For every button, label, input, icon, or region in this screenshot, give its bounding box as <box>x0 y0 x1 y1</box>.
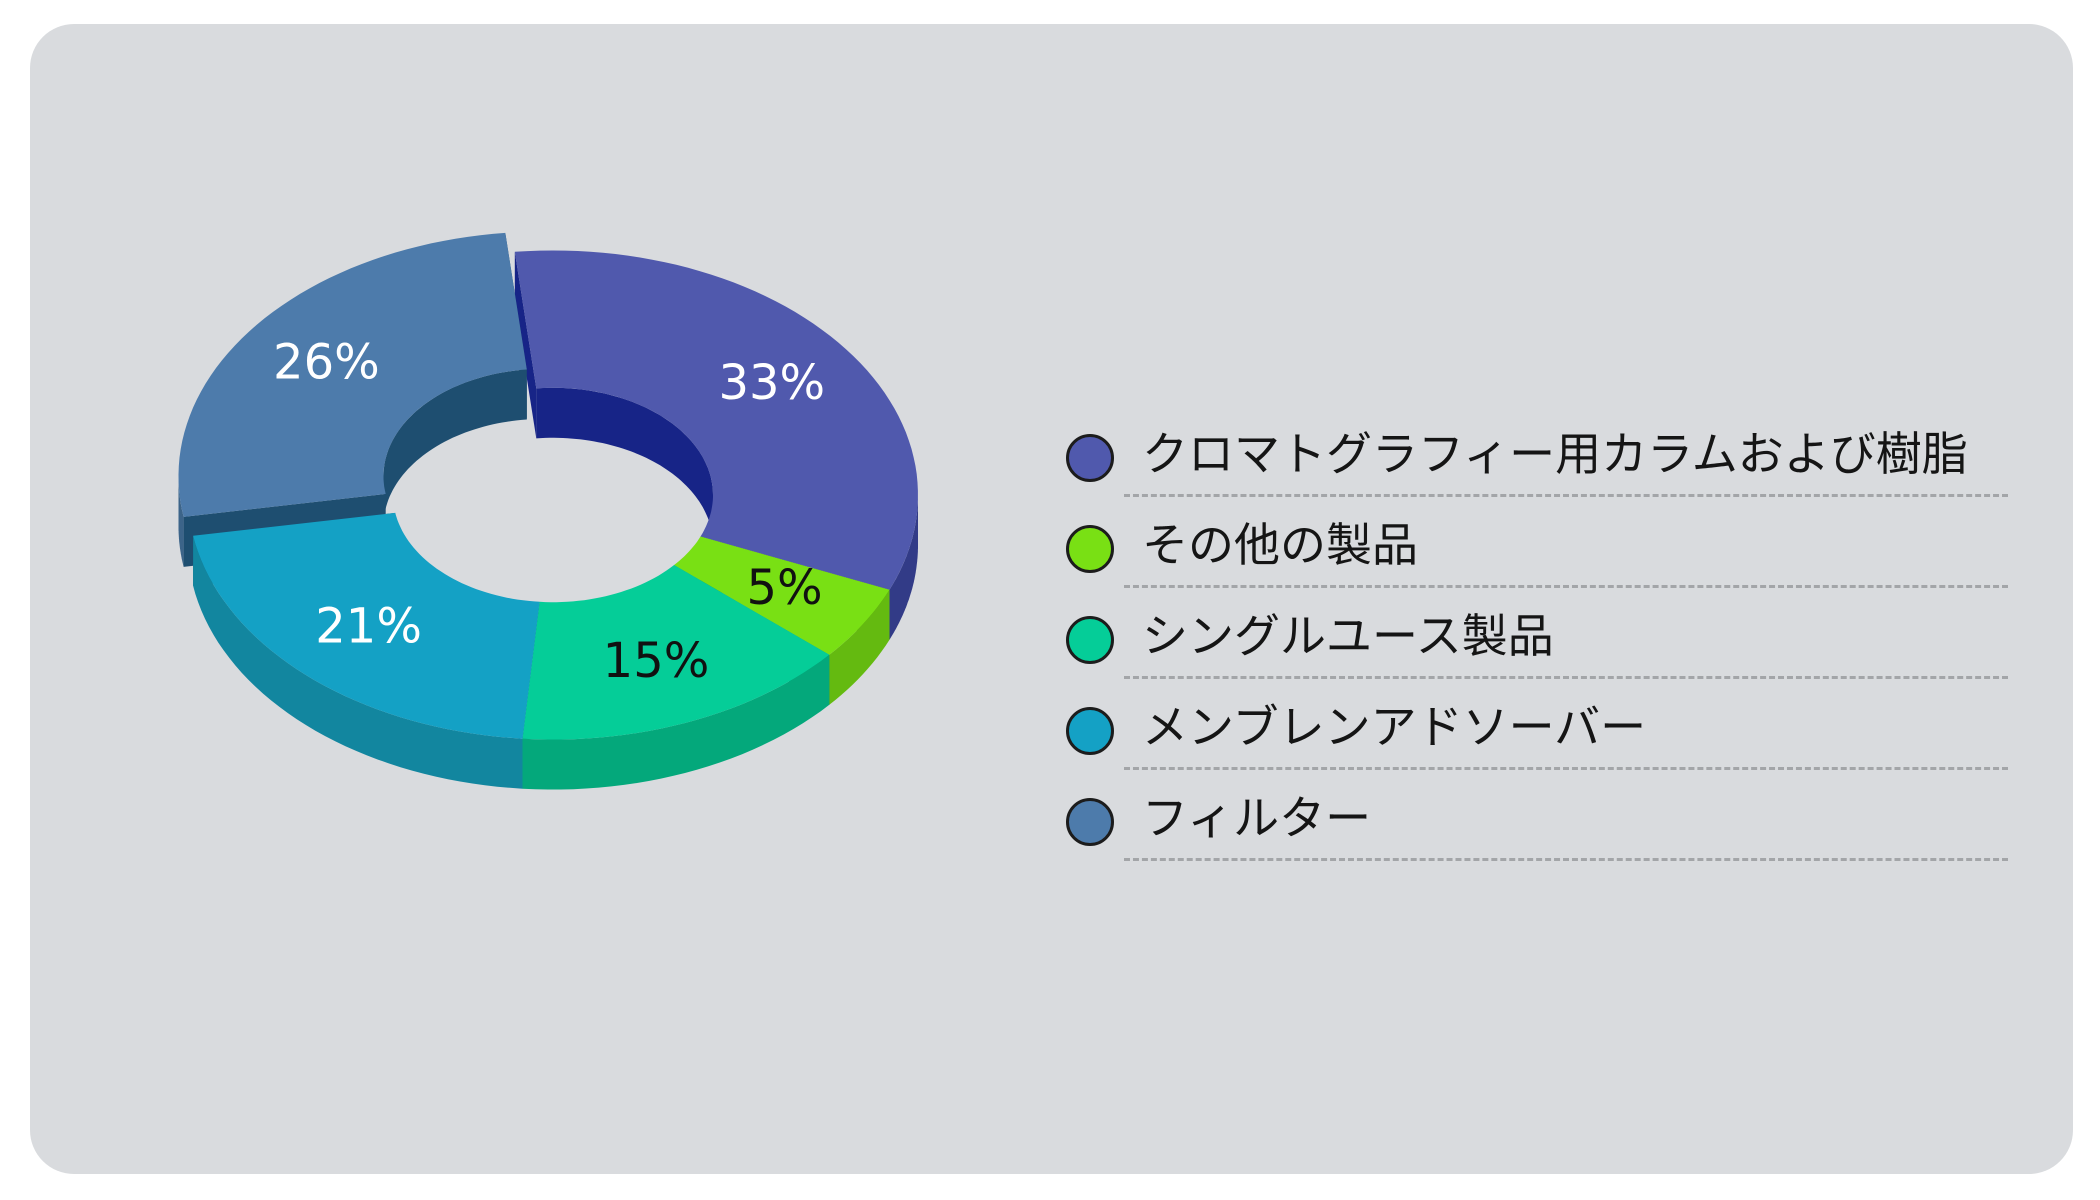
slice-4-top <box>193 512 540 739</box>
slice-3-value-label: 15% <box>603 633 710 689</box>
legend-item: その他の製品 <box>1060 511 2008 602</box>
slice-label-layer: 33% 5% 15% 21% 26% <box>273 335 825 689</box>
legend-item: クロマトグラフィー用カラムおよび樹脂 <box>1060 420 2008 511</box>
slice-1-value-label: 33% <box>718 355 825 411</box>
slice-3-top <box>522 565 830 740</box>
legend-divider <box>1124 494 2008 497</box>
legend-label: フィルター <box>1142 791 1372 845</box>
legend-item: フィルター <box>1060 784 2008 875</box>
slice-2-outer-wall <box>829 589 890 705</box>
legend-marker-icon <box>1066 616 1114 664</box>
slice-1-top <box>514 250 918 590</box>
slice-1-inner-wall <box>536 387 713 545</box>
slice-1-outer-wall <box>889 495 918 640</box>
slice-3-outer-wall <box>522 654 830 790</box>
chart-legend: クロマトグラフィー用カラムおよび樹脂 その他の製品シングルユース製品メンブレンアド… <box>1060 420 2008 875</box>
slice-5-inner-wall <box>383 369 527 527</box>
slice-5-outer-wall <box>178 476 184 567</box>
slice-2-value-label: 5% <box>747 560 823 616</box>
legend-divider <box>1124 585 2008 588</box>
legend-marker-icon <box>1066 707 1114 755</box>
legend-item: メンブレンアドソーバー <box>1060 693 2008 784</box>
legend-divider <box>1124 858 2008 861</box>
slice-4-value-label: 21% <box>315 598 422 654</box>
legend-marker-icon <box>1066 798 1114 846</box>
legend-label: シングルユース製品 <box>1142 609 1554 663</box>
legend-item: シングルユース製品 <box>1060 602 2008 693</box>
legend-divider <box>1124 676 2008 679</box>
legend-label: メンブレンアドソーバー <box>1142 700 1647 754</box>
legend-label: クロマトグラフィー用カラムおよび樹脂 <box>1142 427 1968 481</box>
slice-5-value-label: 26% <box>273 335 380 391</box>
legend-label: その他の製品 <box>1142 518 1418 572</box>
slice-layer <box>178 232 918 790</box>
slice-4-outer-wall <box>193 535 523 789</box>
legend-divider <box>1124 767 2008 770</box>
legend-marker-icon <box>1066 434 1114 482</box>
slice-2-top <box>674 536 890 655</box>
slice-5-top <box>178 232 527 517</box>
legend-marker-icon <box>1066 525 1114 573</box>
slice-1-start-face <box>514 251 537 439</box>
